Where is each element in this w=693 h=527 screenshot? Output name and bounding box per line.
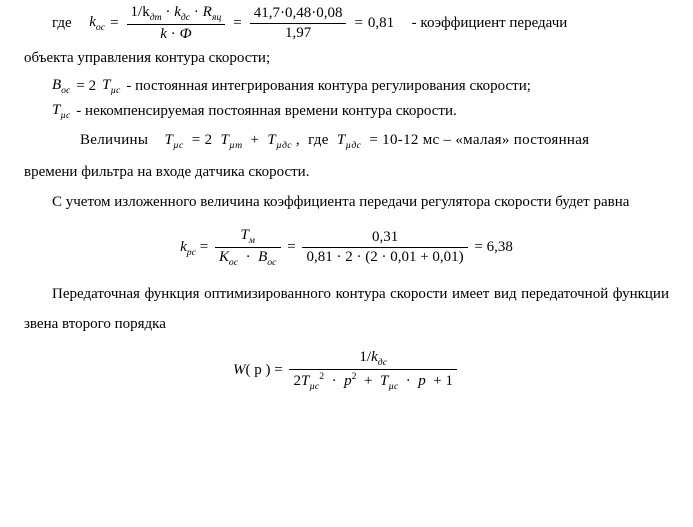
krc-frac2: 0,31 0,81 · 2 · (2 · 0,01 + 0,01) [302, 229, 467, 267]
koc-frac1: 1/kдт · kдс · Rяц k · Ф [127, 4, 226, 43]
koc-tail: - коэффициент передачи [412, 13, 669, 34]
Boc-eq: = 2 [76, 76, 96, 97]
Boc-symbol: Вос [52, 75, 70, 98]
vel-tail: времени фильтра на входе датчика скорост… [24, 157, 669, 187]
krc-frac1: Тм Кос · Вос [215, 227, 281, 268]
where-label: где [52, 13, 72, 34]
koc-tail2: объекта управления контура скорости; [24, 43, 669, 73]
vel-lead: Величины [80, 132, 148, 148]
koc-symbol: kос [89, 12, 105, 35]
krc-symbol: kрс [180, 237, 196, 260]
Boc-T: Тµс [102, 75, 120, 98]
Wp-frac: 1/kдс 2Tµс2 · p2 + Tµс · p + 1 [289, 349, 457, 392]
Boc-text: - постоянная интегрирования контура регу… [126, 76, 669, 97]
para-tf: Передаточная функция оптимизированного к… [24, 279, 669, 339]
koc-definition-line: где kос = 1/kдт · kдс · Rяц k · Ф = 41,7… [52, 4, 669, 43]
Wp-equation: W( p ) = 1/kдс 2Tµс2 · p2 + Tµс · p + 1 [24, 349, 669, 392]
equals: = [110, 13, 118, 34]
vel-line: Величины Тµс = 2 Тµт + Тµдс , где Тµдс =… [24, 125, 669, 156]
equals: = [233, 13, 241, 34]
equals: = [354, 13, 362, 34]
koc-result: 0,81 [368, 13, 394, 34]
Tmuc-symbol: Тµс [52, 100, 70, 123]
Tmuc-line: Тµс - некомпенсируемая постоянная времен… [52, 100, 669, 123]
krc-equation: kрс = Тм Кос · Вос = 0,31 0,81 · 2 · (2 … [24, 227, 669, 268]
koc-frac1-den: k · Ф [127, 25, 226, 43]
koc-frac2: 41,7·0,48·0,08 1,97 [250, 5, 347, 43]
Boc-line: Вос = 2 Тµс - постоянная интегрирования … [52, 75, 669, 98]
koc-frac1-num: 1/kдт · kдс · Rяц [127, 4, 226, 25]
Tmuc-text: - некомпенсируемая постоянная времени ко… [76, 101, 669, 122]
page: где kос = 1/kдт · kдс · Rяц k · Ф = 41,7… [0, 0, 693, 527]
para-calc: С учетом изложенного величина коэффициен… [24, 187, 669, 217]
koc-frac2-num: 41,7·0,48·0,08 [250, 5, 347, 24]
koc-frac2-den: 1,97 [250, 24, 347, 42]
krc-result: 6,38 [487, 237, 513, 258]
